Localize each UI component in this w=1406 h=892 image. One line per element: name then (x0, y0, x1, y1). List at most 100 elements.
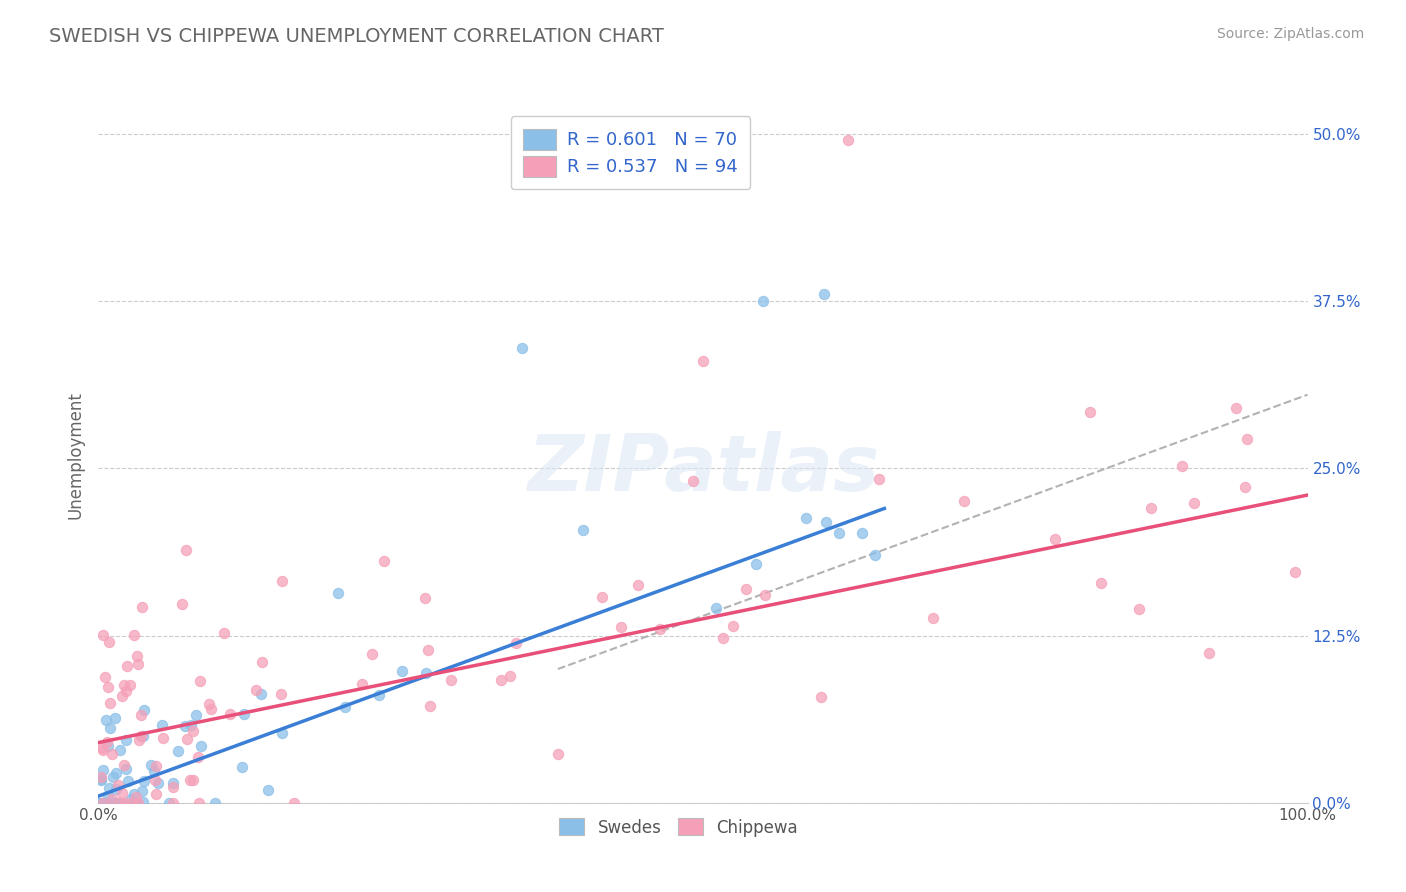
Point (129, 729, 152, 743)
Point (118, 678, 141, 692)
Point (648, 623, 671, 637)
Point (198, 697, 221, 711)
Point (610, 620, 633, 634)
Point (922, 610, 945, 624)
Point (868, 472, 890, 486)
Point (174, 542, 197, 557)
Text: ZIPatlas: ZIPatlas (527, 431, 879, 507)
Point (326, 586, 349, 600)
Point (110, 796, 132, 810)
Point (90, 796, 112, 810)
Point (143, 764, 166, 779)
Point (91, 740, 114, 755)
Point (735, 582, 758, 597)
Point (96, 796, 118, 810)
Point (90, 770, 112, 784)
Point (813, 287, 835, 301)
Point (96, 735, 118, 749)
Point (145, 787, 167, 801)
Point (250, 687, 273, 701)
Point (107, 778, 129, 792)
Point (145, 759, 167, 773)
Point (1198, 646, 1220, 660)
Point (98, 780, 121, 795)
Point (270, 725, 292, 739)
Point (489, 673, 512, 687)
Point (111, 689, 134, 703)
Point (184, 707, 207, 722)
Point (352, 677, 374, 691)
Point (94, 670, 117, 684)
Point (233, 707, 256, 722)
Point (129, 707, 152, 722)
Point (204, 796, 226, 810)
Point (335, 700, 357, 714)
Point (117, 774, 139, 789)
Point (91, 628, 114, 642)
Text: SWEDISH VS CHIPPEWA UNEMPLOYMENT CORRELATION CHART: SWEDISH VS CHIPPEWA UNEMPLOYMENT CORRELA… (49, 27, 664, 45)
Point (131, 600, 153, 615)
Point (711, 632, 734, 646)
Point (105, 782, 128, 797)
Point (510, 341, 533, 355)
Point (367, 688, 389, 702)
Point (219, 706, 242, 721)
Point (413, 591, 436, 606)
Point (125, 796, 148, 810)
Point (794, 511, 817, 525)
Point (125, 648, 148, 663)
Point (134, 774, 156, 789)
Point (122, 787, 145, 801)
Point (120, 796, 142, 810)
Point (704, 600, 727, 615)
Point (1139, 501, 1161, 516)
Point (1078, 405, 1101, 419)
Legend: Swedes, Chippewa: Swedes, Chippewa (553, 812, 804, 843)
Point (180, 718, 202, 732)
Point (131, 783, 153, 797)
Point (104, 796, 127, 810)
Point (245, 683, 267, 698)
Point (1225, 401, 1247, 415)
Point (188, 796, 211, 810)
Point (127, 796, 149, 810)
Point (97, 789, 120, 803)
Point (101, 747, 124, 762)
Point (104, 796, 127, 810)
Point (190, 739, 212, 754)
Point (271, 574, 294, 589)
Point (94, 713, 117, 727)
Point (361, 647, 384, 661)
Point (110, 796, 132, 810)
Point (124, 796, 146, 810)
Point (98, 635, 121, 649)
Point (162, 796, 184, 810)
Point (110, 742, 132, 756)
Point (1182, 496, 1205, 510)
Point (114, 762, 136, 776)
Point (828, 525, 851, 540)
Point (157, 796, 180, 810)
Point (754, 588, 776, 602)
Point (837, 133, 859, 147)
Point (627, 578, 650, 592)
Point (851, 525, 873, 540)
Point (1170, 458, 1192, 473)
Point (127, 657, 149, 671)
Point (124, 790, 146, 805)
Point (814, 515, 837, 529)
Y-axis label: Unemployment: Unemployment (66, 391, 84, 519)
Point (188, 674, 211, 689)
Point (173, 719, 195, 733)
Point (200, 702, 222, 716)
Point (143, 773, 166, 788)
Point (121, 792, 143, 806)
Point (115, 658, 138, 673)
Point (90, 772, 112, 786)
Point (745, 558, 768, 572)
Point (128, 732, 150, 747)
Point (415, 666, 437, 681)
Point (96, 796, 118, 810)
Point (721, 619, 744, 633)
Point (181, 772, 204, 787)
